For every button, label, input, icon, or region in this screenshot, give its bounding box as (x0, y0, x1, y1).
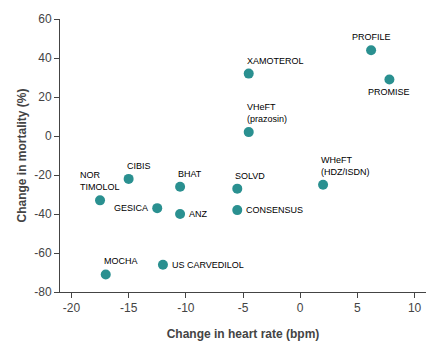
svg-text:-40: -40 (34, 207, 52, 221)
svg-text:MOCHA: MOCHA (104, 256, 138, 266)
svg-text:SOLVD: SOLVD (235, 171, 265, 181)
svg-text:PROFILE: PROFILE (352, 32, 391, 42)
svg-text:WHeFT(HDZ/ISDN): WHeFT(HDZ/ISDN) (321, 155, 370, 177)
svg-text:PROMISE: PROMISE (368, 87, 410, 97)
svg-text:40: 40 (38, 51, 52, 65)
svg-text:0: 0 (45, 129, 52, 143)
svg-text:CONSENSUS: CONSENSUS (246, 205, 303, 215)
svg-text:Change in mortality (%): Change in mortality (%) (15, 88, 29, 222)
svg-text:20: 20 (38, 90, 52, 104)
svg-text:Change in heart rate (bpm): Change in heart rate (bpm) (167, 327, 320, 341)
svg-text:VHeFT(prazosin): VHeFT(prazosin) (247, 102, 287, 124)
svg-text:NORTIMOLOL: NORTIMOLOL (80, 170, 120, 192)
svg-text:CIBIS: CIBIS (127, 161, 151, 171)
svg-text:60: 60 (38, 12, 52, 26)
svg-text:XAMOTEROL: XAMOTEROL (247, 56, 304, 66)
svg-text:ANZ: ANZ (189, 209, 208, 219)
svg-text:-10: -10 (177, 301, 195, 315)
svg-text:0: 0 (297, 301, 304, 315)
svg-text:BHAT: BHAT (178, 169, 202, 179)
svg-text:-20: -20 (63, 301, 81, 315)
svg-text:-80: -80 (34, 285, 52, 299)
svg-text:GESICA: GESICA (114, 203, 148, 213)
svg-text:US CARVEDILOL: US CARVEDILOL (172, 260, 244, 270)
svg-text:-20: -20 (34, 168, 52, 182)
svg-text:-15: -15 (120, 301, 138, 315)
svg-text:5: 5 (354, 301, 361, 315)
svg-text:10: 10 (408, 301, 422, 315)
svg-text:-60: -60 (34, 246, 52, 260)
svg-text:-5: -5 (238, 301, 249, 315)
